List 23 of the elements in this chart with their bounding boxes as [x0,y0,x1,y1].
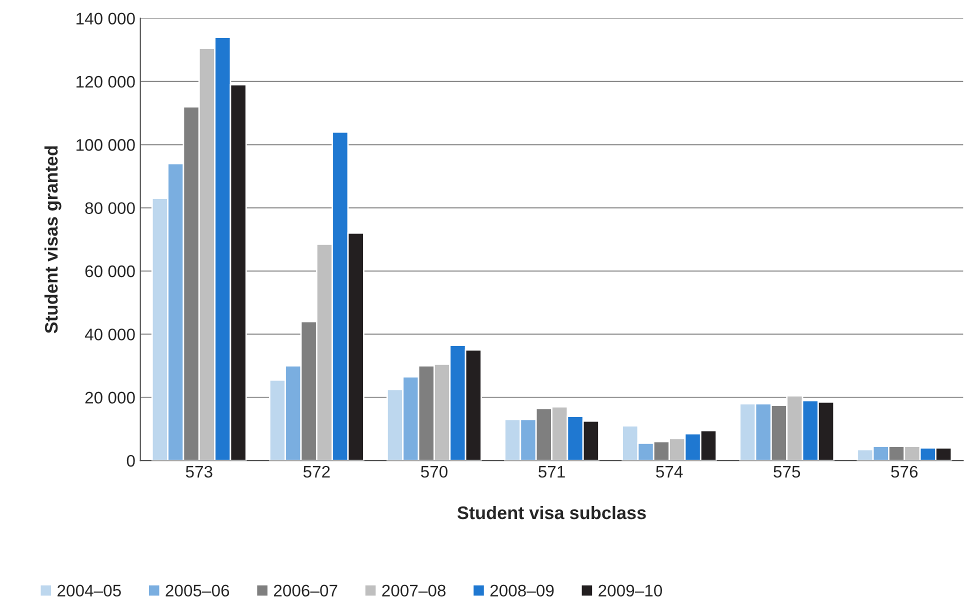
x-tick-label: 575 [774,466,800,478]
x-tick-label: 572 [303,466,330,478]
x-tick-label: 570 [420,466,448,478]
x-tick-label: 573 [186,466,212,478]
x-tick-label: 576 [891,466,918,478]
y-tick-label: 120 000 [76,76,135,88]
legend-label: 2004–05 [58,584,121,597]
legend-label: 2008–09 [490,584,554,597]
legend-label: 2009–10 [598,584,662,597]
x-tick-label: 574 [656,466,683,478]
y-tick-label: 80 000 [85,202,135,214]
legend-label: 2006–07 [274,584,338,597]
legend-label: 2005–06 [166,584,230,597]
y-tick-label: 60 000 [85,265,135,278]
y-tick-label: 20 000 [85,392,135,404]
y-tick-label: 40 000 [84,328,135,340]
y-axis-title: Student visas granted [44,146,62,334]
y-tick-label: 140 000 [76,12,135,25]
x-tick-label: 571 [538,466,565,478]
y-tick-label: 100 000 [76,139,135,151]
y-tick-label: 0 [126,454,135,467]
x-axis-title: Student visa subclass [457,506,646,520]
legend-label: 2007–08 [382,584,446,597]
